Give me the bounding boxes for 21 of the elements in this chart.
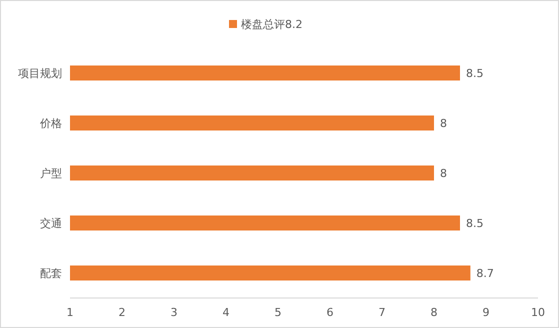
x-tick-label: 5 — [274, 306, 282, 319]
x-tick-label: 8 — [430, 306, 438, 319]
data-label: 8.5 — [466, 217, 484, 230]
legend-label: 楼盘总评8.2 — [241, 18, 302, 31]
x-tick-label: 6 — [326, 306, 334, 319]
data-label: 8 — [440, 117, 447, 130]
y-tick-label: 配套 — [40, 267, 62, 280]
x-tick-label: 9 — [482, 306, 490, 319]
x-tick-label: 7 — [378, 306, 386, 319]
data-label: 8.7 — [476, 267, 494, 280]
x-tick-label: 10 — [531, 306, 545, 319]
x-tick-label: 1 — [66, 306, 74, 319]
data-label: 8.5 — [466, 67, 484, 80]
y-tick-label: 交通 — [40, 217, 62, 230]
y-tick-label: 户型 — [40, 167, 62, 180]
y-tick-label: 价格 — [39, 117, 62, 130]
data-label: 8 — [440, 167, 447, 180]
x-tick-label: 3 — [170, 306, 178, 319]
y-tick-label: 项目规划 — [18, 67, 62, 80]
x-tick-label: 4 — [222, 306, 230, 319]
x-tick-label: 2 — [118, 306, 126, 319]
